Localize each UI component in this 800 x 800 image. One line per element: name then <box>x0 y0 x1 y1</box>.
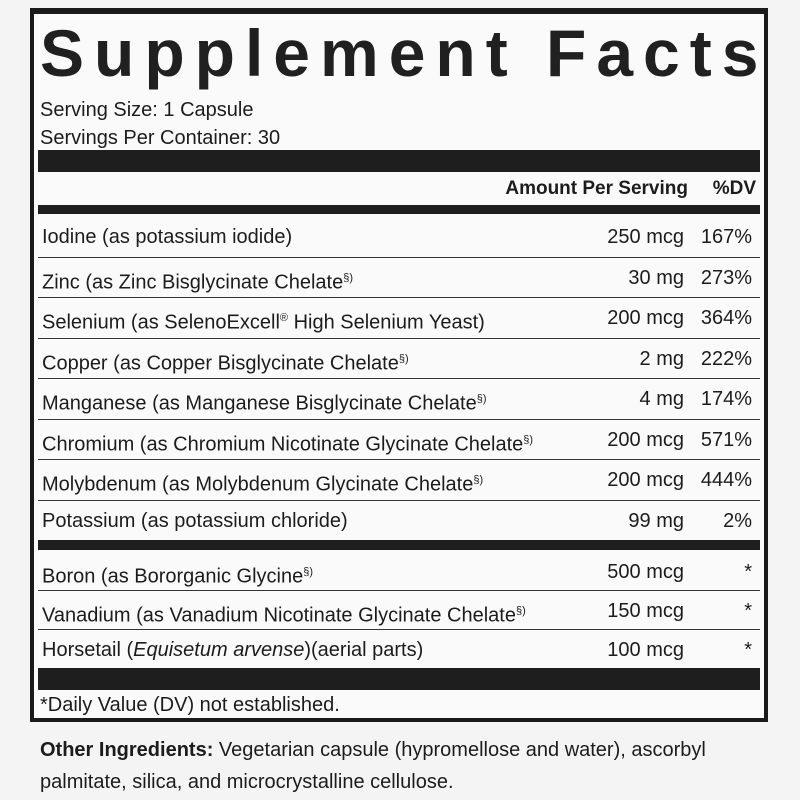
nutrient-name-part: §) <box>476 393 487 405</box>
nutrient-name-part: ® <box>279 312 289 324</box>
nutrient-name-part: Horsetail ( <box>42 639 134 661</box>
nutrient-name: Copper (as Copper Bisglycinate Chelate§) <box>42 347 409 376</box>
nutrient-amount: 30 mg <box>628 266 684 289</box>
nutrient-name-part: Molybdenum (as Molybdenum Glycinate Chel… <box>42 473 474 496</box>
nutrient-dv: * <box>744 600 752 622</box>
nutrient-amount: 200 mcg <box>607 469 684 491</box>
nutrient-name: Potassium (as potassium chloride) <box>42 509 348 533</box>
nutrient-name-part: Manganese (as Manganese Bisglycinate Che… <box>42 392 477 415</box>
nutrient-amount: 4 mg <box>639 388 684 410</box>
nutrient-row: Iodine (as potassium iodide) 250 mcg 167% <box>38 216 760 258</box>
nutrient-name: Iodine (as potassium iodide) <box>42 225 292 249</box>
nutrient-amount: 250 mcg <box>607 226 684 248</box>
nutrient-name: Vanadium (as Vanadium Nicotinate Glycina… <box>42 599 526 628</box>
nutrient-row: Copper (as Copper Bisglycinate Chelate§)… <box>38 338 760 379</box>
serving-size: Serving Size: 1 Capsule <box>40 99 254 121</box>
nutrient-dv: 222% <box>700 347 752 370</box>
nutrient-row: Vanadium (as Vanadium Nicotinate Glycina… <box>38 590 760 630</box>
nutrient-dv: 444% <box>700 469 752 491</box>
panel-title: Supplement Facts <box>40 16 769 90</box>
other-ingredients: Other Ingredients: Vegetarian capsule (h… <box>40 734 760 798</box>
nutrient-name: Chromium (as Chromium Nicotinate Glycina… <box>42 428 533 457</box>
divider-medium <box>38 205 760 214</box>
nutrient-dv: 2% <box>723 509 752 532</box>
nutrient-row: Selenium (as SelenoExcell® High Selenium… <box>38 297 760 339</box>
nutrient-row: Chromium (as Chromium Nicotinate Glycina… <box>38 419 760 460</box>
nutrient-name-part: Zinc (as Zinc Bisglycinate Chelate <box>42 271 344 294</box>
nutrient-amount: 200 mcg <box>607 428 684 451</box>
nutrient-row: Potassium (as potassium chloride) 99 mg 2% <box>38 500 760 541</box>
divider-medium <box>38 540 760 550</box>
dv-header: %DV <box>712 178 756 199</box>
nutrient-name: Selenium (as SelenoExcell® High Selenium… <box>42 306 485 335</box>
nutrient-dv: 273% <box>700 266 752 289</box>
nutrient-name-part: Equisetum arvense <box>133 639 305 661</box>
nutrient-name-part: §) <box>303 566 314 578</box>
nutrient-dv: * <box>744 639 752 661</box>
nutrient-name-part: Boron (as Bororganic Glycine <box>42 565 304 588</box>
nutrient-amount: 99 mg <box>628 509 684 532</box>
nutrient-dv: 167% <box>700 226 752 248</box>
other-ingredients-text: Vegetarian capsule (hypromellose and wat… <box>40 739 706 793</box>
nutrient-name-part: §) <box>523 433 534 446</box>
nutrient-name-part: Iodine (as potassium iodide) <box>42 226 293 248</box>
nutrient-dv: * <box>744 561 752 583</box>
footnote: *Daily Value (DV) not established. <box>40 694 340 716</box>
nutrient-amount: 200 mcg <box>607 307 684 329</box>
nutrient-row: Manganese (as Manganese Bisglycinate Che… <box>38 378 760 420</box>
nutrient-name-part: §) <box>515 605 526 617</box>
nutrient-row: Molybdenum (as Molybdenum Glycinate Chel… <box>38 459 760 501</box>
nutrient-amount: 2 mg <box>639 347 684 370</box>
nutrient-name-part: §) <box>343 271 354 284</box>
nutrient-name-part: Chromium (as Chromium Nicotinate Glycina… <box>42 433 524 456</box>
nutrient-dv: 571% <box>700 428 752 451</box>
nutrient-name-part: §) <box>473 474 484 486</box>
nutrient-name-part: §) <box>398 352 409 365</box>
nutrient-name-part: Selenium (as SelenoExcell <box>42 311 280 334</box>
amount-header: Amount Per Serving <box>505 178 688 199</box>
nutrient-name: Manganese (as Manganese Bisglycinate Che… <box>42 387 487 416</box>
nutrient-row: Boron (as Bororganic Glycine§) 500 mcg * <box>38 551 760 591</box>
nutrient-name: Zinc (as Zinc Bisglycinate Chelate§) <box>42 266 353 295</box>
nutrient-name-part: Vanadium (as Vanadium Nicotinate Glycina… <box>42 604 516 627</box>
nutrient-name: Horsetail (Equisetum arvense)(aerial par… <box>42 638 423 662</box>
nutrient-name-part: Potassium (as potassium chloride) <box>42 509 348 532</box>
nutrient-amount: 500 mcg <box>607 561 684 583</box>
nutrient-name-part: High Selenium Yeast) <box>288 311 485 334</box>
nutrient-dv: 174% <box>700 388 752 410</box>
servings-per-container: Servings Per Container: 30 <box>40 127 281 149</box>
nutrient-name: Molybdenum (as Molybdenum Glycinate Chel… <box>42 468 483 497</box>
nutrient-row: Horsetail (Equisetum arvense)(aerial par… <box>38 629 760 668</box>
supplement-facts-panel <box>30 8 768 722</box>
other-ingredients-label: Other Ingredients: <box>40 739 214 761</box>
nutrient-dv: 364% <box>700 307 752 329</box>
divider-thick <box>38 668 760 690</box>
divider-thick <box>38 150 760 172</box>
nutrient-name-part: )(aerial parts) <box>304 639 424 661</box>
nutrient-amount: 150 mcg <box>607 600 684 622</box>
nutrient-row: Zinc (as Zinc Bisglycinate Chelate§) 30 m… <box>38 257 760 298</box>
nutrient-amount: 100 mcg <box>607 639 684 661</box>
nutrient-name: Boron (as Bororganic Glycine§) <box>42 560 313 589</box>
nutrient-name-part: Copper (as Copper Bisglycinate Chelate <box>42 352 399 375</box>
